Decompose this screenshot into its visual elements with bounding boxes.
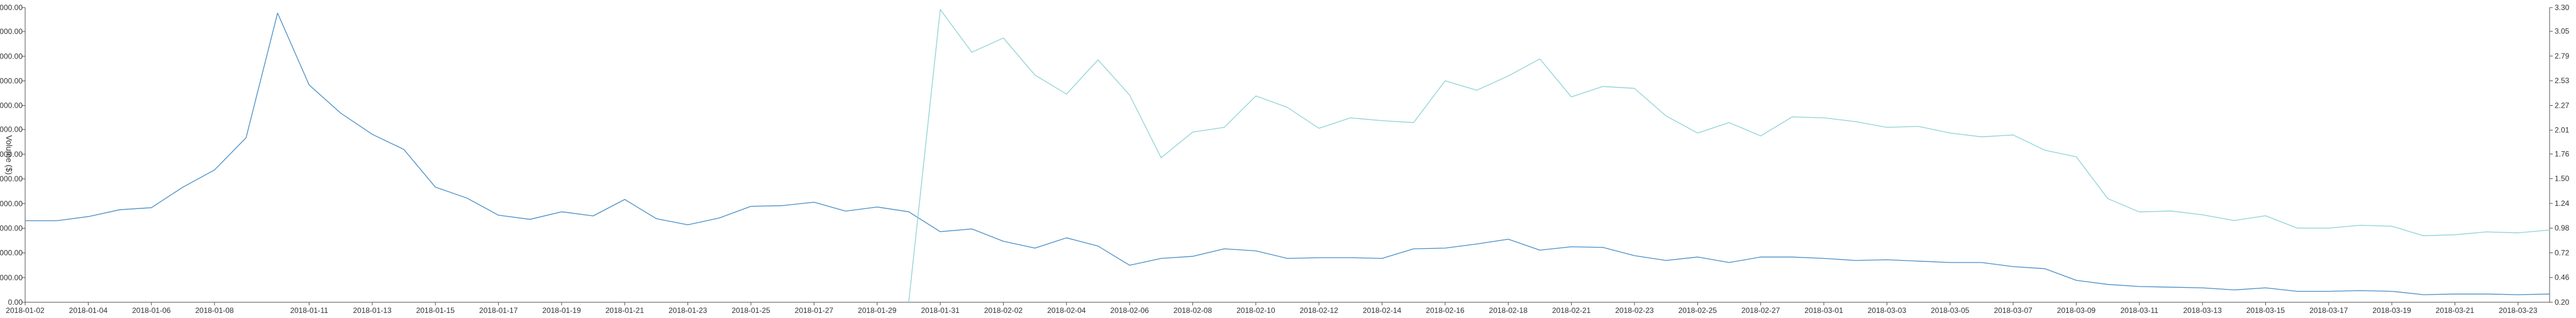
x-tick-label: 2018-03-05	[1931, 306, 1970, 315]
y-right-tick-label: 3.05	[2555, 27, 2570, 36]
y-left-tick-label: 3600000.00	[0, 273, 23, 282]
y-right-tick-label: 0.46	[2555, 273, 2570, 282]
x-tick-label: 2018-02-02	[984, 306, 1023, 315]
x-tick-label: 2018-01-15	[416, 306, 455, 315]
x-tick-label: 2018-02-25	[1679, 306, 1718, 315]
x-tick-label: 2018-02-04	[1047, 306, 1086, 315]
x-tick-label: 2018-01-02	[6, 306, 45, 315]
x-tick-label: 2018-02-27	[1741, 306, 1780, 315]
y-left-tick-label: 32300000.00	[0, 76, 23, 85]
y-left-tick-label: 35900000.00	[0, 52, 23, 60]
y-right-tick-label: 0.98	[2555, 224, 2570, 232]
price-series-line	[908, 9, 2550, 303]
x-tick-label: 2018-02-14	[1363, 306, 1402, 315]
y-right-tick-label: 0.72	[2555, 248, 2570, 257]
x-tick-label: 2018-01-17	[479, 306, 518, 315]
x-tick-label: 2018-03-01	[1804, 306, 1843, 315]
y-right-tick-label: 0.20	[2555, 298, 2570, 307]
y-left-tick-label: 18000000.00	[0, 174, 23, 183]
y-right-tick-label: 2.27	[2555, 101, 2570, 110]
labels-layer: 0.00 3600000.00 7200000.00 10800000.00 14400…	[0, 3, 2570, 315]
axes-layer	[22, 7, 2553, 305]
x-tick-label: 2018-03-11	[2120, 306, 2158, 315]
x-tick-label: 2018-03-15	[2246, 306, 2285, 315]
x-tick-label: 2018-01-19	[542, 306, 581, 315]
x-tick-label: 2018-01-27	[795, 306, 834, 315]
x-tick-label: 2018-01-04	[69, 306, 108, 315]
y-right-tick-label: 2.01	[2555, 126, 2570, 135]
y-left-tick-label: 25200000.00	[0, 125, 23, 134]
x-tick-label: 2018-02-23	[1615, 306, 1654, 315]
x-tick-label: 2018-01-21	[606, 306, 645, 315]
y-right-tick-label: 1.76	[2555, 149, 2570, 158]
x-tick-label: 2018-03-09	[2057, 306, 2096, 315]
y-right-tick-label: 2.53	[2555, 76, 2570, 85]
x-tick-label: 2018-03-07	[1994, 306, 2033, 315]
y-left-tick-label: 39500000.00	[0, 27, 23, 36]
x-tick-label: 2018-02-12	[1299, 306, 1338, 315]
x-tick-label: 2018-02-06	[1110, 306, 1149, 315]
y-right-tick-label: 1.24	[2555, 199, 2570, 208]
y-right-tick-label: 1.50	[2555, 174, 2570, 183]
x-tick-label: 2018-03-03	[1868, 306, 1907, 315]
y-right-tick-label: 3.30	[2555, 3, 2570, 12]
x-tick-label: 2018-03-19	[2372, 306, 2411, 315]
series-layer	[25, 9, 2550, 303]
y-left-tick-label: 43000000.00	[0, 3, 23, 12]
y-left-tick-label: 14400000.00	[0, 199, 23, 208]
y-right-tick-label: 2.79	[2555, 52, 2570, 60]
x-tick-label: 2018-01-11	[290, 306, 328, 315]
y-left-tick-label: 28700000.00	[0, 101, 23, 110]
x-tick-label: 2018-03-13	[2183, 306, 2222, 315]
y-left-axis-title: Volume ($)	[4, 135, 14, 175]
x-tick-label: 2018-01-25	[731, 306, 770, 315]
y-left-tick-label: 0.00	[8, 298, 23, 307]
x-tick-label: 2018-02-18	[1489, 306, 1528, 315]
x-tick-label: 2018-03-21	[2436, 306, 2475, 315]
x-tick-label: 2018-02-16	[1426, 306, 1465, 315]
x-tick-label: 2018-01-08	[195, 306, 234, 315]
x-tick-label: 2018-01-31	[921, 306, 960, 315]
x-tick-label: 2018-02-10	[1236, 306, 1275, 315]
x-tick-label: 2018-01-06	[132, 306, 171, 315]
x-tick-label: 2018-01-13	[353, 306, 392, 315]
y-left-tick-label: 7200000.00	[0, 249, 23, 258]
x-tick-label: 2018-02-21	[1552, 306, 1591, 315]
volume-series-line	[25, 13, 2550, 295]
x-tick-label: 2018-01-29	[858, 306, 897, 315]
x-tick-label: 2018-01-23	[669, 306, 708, 315]
x-tick-label: 2018-03-23	[2499, 306, 2538, 315]
y-left-tick-label: 10800000.00	[0, 224, 23, 232]
y-left-tick-label: 21600000.00	[0, 150, 23, 159]
x-tick-label: 2018-02-08	[1174, 306, 1213, 315]
x-tick-label: 2018-03-17	[2309, 306, 2348, 315]
